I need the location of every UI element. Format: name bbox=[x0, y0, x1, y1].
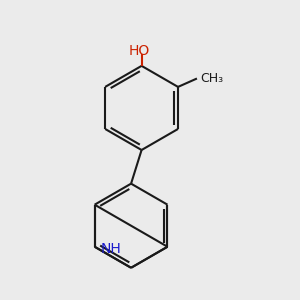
Text: NH: NH bbox=[101, 242, 122, 256]
Text: HO: HO bbox=[129, 44, 150, 58]
Text: CH₃: CH₃ bbox=[200, 72, 223, 85]
